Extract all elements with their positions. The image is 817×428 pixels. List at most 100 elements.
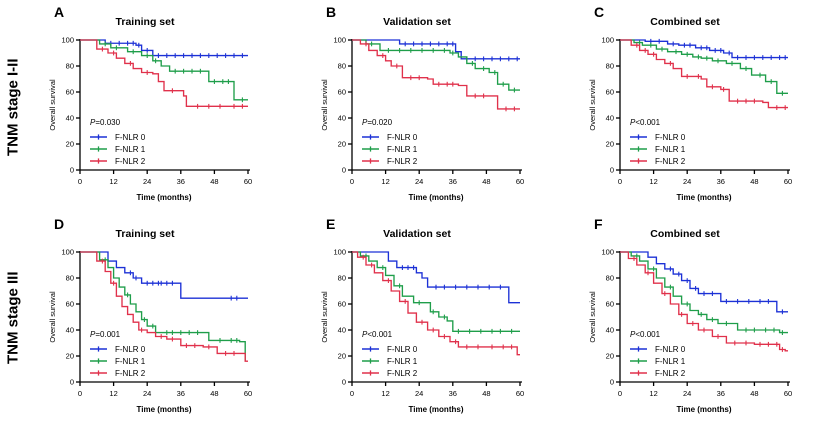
legend-label: F-NLR 2 — [655, 157, 686, 166]
y-tick-label: 60 — [338, 88, 346, 97]
legend-label: F-NLR 0 — [387, 133, 418, 142]
km-plot: 0 20 40 60 80 100 0 12 24 36 48 60 Time (months) Over… — [320, 248, 524, 414]
km-curve-f-nlr-1 — [80, 251, 246, 362]
panel-a: A Training set 0 20 40 60 80 100 0 12 24 36 48 60 Time… — [28, 2, 262, 202]
legend-label: F-NLR 2 — [115, 157, 146, 166]
y-tick-label: 20 — [606, 140, 614, 149]
km-curve-f-nlr-1 — [620, 39, 788, 94]
km-curve-f-nlr-1 — [620, 251, 788, 334]
y-tick-label: 20 — [606, 352, 614, 361]
km-curve-f-nlr-1 — [352, 39, 520, 91]
panel-letter: C — [594, 4, 605, 20]
x-tick-label: 12 — [381, 389, 389, 398]
x-tick-label: 0 — [350, 389, 354, 398]
y-tick-label: 20 — [66, 140, 74, 149]
y-tick-label: 80 — [66, 62, 74, 71]
x-tick-label: 12 — [381, 177, 389, 186]
axes — [619, 39, 790, 171]
x-tick-label: 0 — [618, 177, 622, 186]
x-tick-label: 60 — [244, 177, 252, 186]
y-tick-label: 0 — [610, 378, 614, 387]
km-curve-f-nlr-1 — [352, 251, 520, 332]
y-tick-label: 0 — [70, 166, 74, 175]
y-axis-label: Overall survival — [588, 79, 597, 131]
axes — [79, 39, 250, 171]
x-tick-label: 60 — [784, 389, 792, 398]
km-curve-f-nlr-2 — [80, 251, 248, 362]
y-tick-label: 40 — [66, 326, 74, 335]
y-tick-label: 40 — [606, 326, 614, 335]
legend-label: F-NLR 1 — [115, 145, 146, 154]
y-tick-label: 40 — [606, 114, 614, 123]
legend-label: F-NLR 0 — [115, 345, 146, 354]
axes — [351, 251, 522, 383]
y-tick-label: 100 — [333, 36, 346, 45]
legend-label: F-NLR 2 — [115, 369, 146, 378]
panel-title: Combined set — [650, 228, 720, 240]
x-axis-label: Time (months) — [137, 193, 192, 202]
row-label-tnm-stage-i-ii: TNM stage I-II — [4, 58, 22, 157]
x-tick-label: 36 — [177, 389, 185, 398]
y-tick-label: 80 — [606, 62, 614, 71]
km-plot: 0 20 40 60 80 100 0 12 24 36 48 60 Time (months) Over… — [48, 36, 252, 202]
y-tick-label: 100 — [601, 36, 614, 45]
panel-letter: D — [54, 216, 65, 232]
x-tick-label: 0 — [78, 389, 82, 398]
panel-title: Validation set — [383, 16, 451, 28]
legend-label: F-NLR 1 — [655, 357, 686, 366]
panel-b: B Validation set 0 20 40 60 80 100 0 12 24 36 48 60 Ti… — [300, 2, 534, 202]
panel-letter: B — [326, 4, 337, 20]
x-tick-label: 60 — [516, 177, 524, 186]
y-tick-label: 40 — [66, 114, 74, 123]
y-tick-label: 60 — [338, 300, 346, 309]
legend-label: F-NLR 0 — [387, 345, 418, 354]
y-axis-label: Overall survival — [588, 291, 597, 343]
panel-e: E Validation set 0 20 40 60 80 100 0 12 24 36 48 60 Ti… — [300, 214, 534, 414]
y-tick-label: 100 — [601, 248, 614, 257]
y-tick-label: 60 — [66, 300, 74, 309]
panel-title: Combined set — [650, 16, 720, 28]
y-tick-label: 80 — [606, 274, 614, 283]
p-value-label: P<0.001 — [630, 330, 661, 339]
x-tick-label: 60 — [244, 389, 252, 398]
panel-d: D Training set 0 20 40 60 80 100 0 12 24 36 48 60 Time… — [28, 214, 262, 414]
legend-label: F-NLR 1 — [115, 357, 146, 366]
panel-title: Training set — [115, 16, 175, 28]
x-tick-label: 12 — [109, 389, 117, 398]
km-curve-f-nlr-2 — [352, 39, 520, 110]
km-plot: 0 20 40 60 80 100 0 12 24 36 48 60 Time (months) Over… — [588, 248, 792, 414]
x-tick-label: 24 — [143, 177, 151, 186]
x-tick-label: 48 — [750, 389, 758, 398]
km-curve-f-nlr-1 — [80, 39, 248, 101]
km-plot: 0 20 40 60 80 100 0 12 24 36 48 60 Time (months) Over… — [48, 248, 252, 414]
y-tick-label: 100 — [61, 36, 74, 45]
panel-title: Validation set — [383, 228, 451, 240]
x-tick-label: 48 — [482, 177, 490, 186]
y-tick-label: 20 — [66, 352, 74, 361]
panel-letter: A — [54, 4, 65, 20]
x-tick-label: 0 — [618, 389, 622, 398]
x-tick-label: 0 — [78, 177, 82, 186]
y-tick-label: 20 — [338, 140, 346, 149]
x-tick-label: 36 — [717, 389, 725, 398]
x-tick-label: 36 — [177, 177, 185, 186]
x-tick-label: 48 — [210, 177, 218, 186]
x-tick-label: 48 — [750, 177, 758, 186]
legend-label: F-NLR 2 — [655, 369, 686, 378]
x-tick-label: 48 — [482, 389, 490, 398]
x-tick-label: 24 — [143, 389, 151, 398]
km-curve-f-nlr-0 — [80, 251, 248, 299]
km-curve-f-nlr-2 — [80, 39, 248, 107]
panel-c: C Combined set 0 20 40 60 80 100 0 12 24 36 48 60 Time… — [568, 2, 802, 202]
y-tick-label: 80 — [338, 274, 346, 283]
y-tick-label: 80 — [66, 274, 74, 283]
p-value-label: P=0.030 — [90, 118, 121, 127]
legend-label: F-NLR 0 — [655, 345, 686, 354]
panel-letter: E — [326, 216, 336, 232]
panel-letter: F — [594, 216, 603, 232]
legend-label: F-NLR 0 — [115, 133, 146, 142]
x-tick-label: 24 — [415, 389, 423, 398]
y-axis-label: Overall survival — [48, 79, 57, 131]
y-tick-label: 60 — [606, 88, 614, 97]
x-axis-label: Time (months) — [409, 193, 464, 202]
